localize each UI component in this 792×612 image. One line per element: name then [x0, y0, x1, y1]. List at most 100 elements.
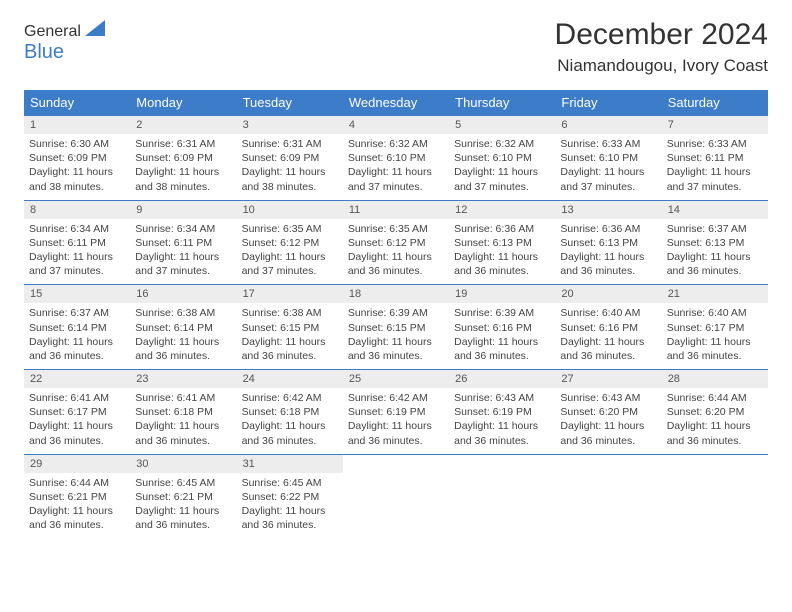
daylight-label-2: and 36 minutes.: [560, 434, 656, 448]
day-number-cell: 10: [237, 200, 343, 219]
logo-bottom: Blue: [24, 41, 64, 63]
day-number-cell: 13: [555, 200, 661, 219]
day-cell: Sunrise: 6:45 AMSunset: 6:22 PMDaylight:…: [237, 473, 343, 539]
daylight-label-1: Daylight: 11 hours: [135, 165, 231, 179]
sunrise-label: Sunrise: 6:36 AM: [454, 222, 550, 236]
day-cell: Sunrise: 6:30 AMSunset: 6:09 PMDaylight:…: [24, 134, 130, 200]
day-number-cell: 2: [130, 116, 236, 135]
day-number-cell: 17: [237, 285, 343, 304]
daylight-label-2: and 36 minutes.: [242, 518, 338, 532]
sunset-label: Sunset: 6:21 PM: [135, 490, 231, 504]
sunset-label: Sunset: 6:18 PM: [242, 405, 338, 419]
sunset-label: Sunset: 6:09 PM: [135, 151, 231, 165]
day-cell: Sunrise: 6:32 AMSunset: 6:10 PMDaylight:…: [343, 134, 449, 200]
day-number-cell: 14: [662, 200, 768, 219]
day-cell: [343, 473, 449, 539]
day-number-cell: 16: [130, 285, 236, 304]
daylight-label-2: and 36 minutes.: [242, 434, 338, 448]
day-cell: [449, 473, 555, 539]
day-content-row: Sunrise: 6:34 AMSunset: 6:11 PMDaylight:…: [24, 219, 768, 285]
day-number-cell: 4: [343, 116, 449, 135]
daylight-label-2: and 37 minutes.: [242, 264, 338, 278]
daylight-label-2: and 38 minutes.: [29, 180, 125, 194]
day-number-cell: 21: [662, 285, 768, 304]
sunrise-label: Sunrise: 6:34 AM: [29, 222, 125, 236]
daylight-label-2: and 36 minutes.: [348, 434, 444, 448]
sunrise-label: Sunrise: 6:35 AM: [242, 222, 338, 236]
sunset-label: Sunset: 6:11 PM: [135, 236, 231, 250]
sunset-label: Sunset: 6:11 PM: [667, 151, 763, 165]
daylight-label-2: and 36 minutes.: [135, 518, 231, 532]
daylight-label-1: Daylight: 11 hours: [560, 165, 656, 179]
day-number-cell: 5: [449, 116, 555, 135]
sunrise-label: Sunrise: 6:42 AM: [242, 391, 338, 405]
day-cell: Sunrise: 6:38 AMSunset: 6:15 PMDaylight:…: [237, 303, 343, 369]
daylight-label-1: Daylight: 11 hours: [135, 504, 231, 518]
day-number-cell: 29: [24, 454, 130, 473]
sunset-label: Sunset: 6:12 PM: [242, 236, 338, 250]
day-cell: Sunrise: 6:36 AMSunset: 6:13 PMDaylight:…: [449, 219, 555, 285]
day-cell: Sunrise: 6:33 AMSunset: 6:10 PMDaylight:…: [555, 134, 661, 200]
daylight-label-2: and 36 minutes.: [348, 349, 444, 363]
day-cell: Sunrise: 6:31 AMSunset: 6:09 PMDaylight:…: [130, 134, 236, 200]
day-cell: Sunrise: 6:39 AMSunset: 6:16 PMDaylight:…: [449, 303, 555, 369]
sunset-label: Sunset: 6:14 PM: [29, 321, 125, 335]
day-content-row: Sunrise: 6:30 AMSunset: 6:09 PMDaylight:…: [24, 134, 768, 200]
sunset-label: Sunset: 6:19 PM: [454, 405, 550, 419]
sunrise-label: Sunrise: 6:31 AM: [135, 137, 231, 151]
sunrise-label: Sunrise: 6:45 AM: [242, 476, 338, 490]
daylight-label-1: Daylight: 11 hours: [29, 335, 125, 349]
day-cell: Sunrise: 6:32 AMSunset: 6:10 PMDaylight:…: [449, 134, 555, 200]
day-cell: [555, 473, 661, 539]
sunrise-label: Sunrise: 6:33 AM: [667, 137, 763, 151]
day-number-cell: 25: [343, 370, 449, 389]
day-number-cell: 8: [24, 200, 130, 219]
daylight-label-1: Daylight: 11 hours: [454, 250, 550, 264]
daynum-row: 891011121314: [24, 200, 768, 219]
day-cell: Sunrise: 6:42 AMSunset: 6:19 PMDaylight:…: [343, 388, 449, 454]
dayhead-fri: Friday: [555, 90, 661, 116]
day-number-cell: 26: [449, 370, 555, 389]
sunrise-label: Sunrise: 6:38 AM: [242, 306, 338, 320]
sunset-label: Sunset: 6:20 PM: [560, 405, 656, 419]
dayhead-sat: Saturday: [662, 90, 768, 116]
daylight-label-2: and 36 minutes.: [454, 264, 550, 278]
daylight-label-1: Daylight: 11 hours: [135, 250, 231, 264]
daylight-label-2: and 37 minutes.: [667, 180, 763, 194]
sunrise-label: Sunrise: 6:38 AM: [135, 306, 231, 320]
daylight-label-1: Daylight: 11 hours: [348, 419, 444, 433]
daylight-label-2: and 36 minutes.: [29, 518, 125, 532]
day-number-cell: 30: [130, 454, 236, 473]
day-number-cell: [662, 454, 768, 473]
calendar-table: Sunday Monday Tuesday Wednesday Thursday…: [24, 90, 768, 538]
day-cell: Sunrise: 6:44 AMSunset: 6:20 PMDaylight:…: [662, 388, 768, 454]
sunrise-label: Sunrise: 6:39 AM: [454, 306, 550, 320]
sunrise-label: Sunrise: 6:41 AM: [135, 391, 231, 405]
daylight-label-2: and 38 minutes.: [242, 180, 338, 194]
sunrise-label: Sunrise: 6:40 AM: [560, 306, 656, 320]
daylight-label-2: and 37 minutes.: [135, 264, 231, 278]
day-cell: Sunrise: 6:43 AMSunset: 6:19 PMDaylight:…: [449, 388, 555, 454]
daylight-label-2: and 37 minutes.: [348, 180, 444, 194]
day-content-row: Sunrise: 6:44 AMSunset: 6:21 PMDaylight:…: [24, 473, 768, 539]
sunrise-label: Sunrise: 6:37 AM: [29, 306, 125, 320]
sunset-label: Sunset: 6:16 PM: [560, 321, 656, 335]
sunrise-label: Sunrise: 6:31 AM: [242, 137, 338, 151]
daylight-label-1: Daylight: 11 hours: [667, 335, 763, 349]
sunset-label: Sunset: 6:13 PM: [560, 236, 656, 250]
day-number-cell: 6: [555, 116, 661, 135]
dayhead-thu: Thursday: [449, 90, 555, 116]
dayhead-wed: Wednesday: [343, 90, 449, 116]
day-number-cell: 19: [449, 285, 555, 304]
day-number-cell: 20: [555, 285, 661, 304]
sunset-label: Sunset: 6:15 PM: [348, 321, 444, 335]
day-number-cell: 24: [237, 370, 343, 389]
day-cell: Sunrise: 6:36 AMSunset: 6:13 PMDaylight:…: [555, 219, 661, 285]
daylight-label-1: Daylight: 11 hours: [242, 419, 338, 433]
day-cell: Sunrise: 6:38 AMSunset: 6:14 PMDaylight:…: [130, 303, 236, 369]
dayhead-tue: Tuesday: [237, 90, 343, 116]
daynum-row: 293031: [24, 454, 768, 473]
daylight-label-1: Daylight: 11 hours: [242, 165, 338, 179]
sunset-label: Sunset: 6:20 PM: [667, 405, 763, 419]
sunrise-label: Sunrise: 6:37 AM: [667, 222, 763, 236]
